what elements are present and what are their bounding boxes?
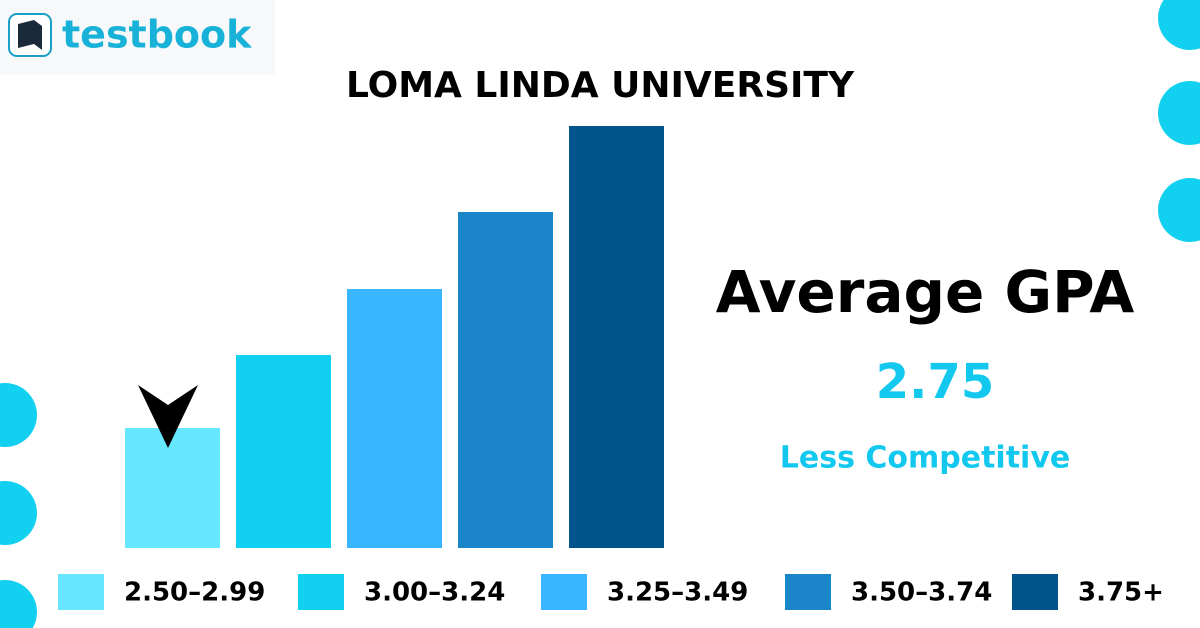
bar — [125, 428, 220, 548]
annotation-value: 2.75 — [876, 354, 994, 410]
decor-circle — [0, 481, 37, 545]
legend-label: 3.25–3.49 — [607, 578, 748, 608]
brand: testbook — [62, 13, 252, 57]
logo-glyph — [18, 20, 42, 50]
decor-circle — [1158, 178, 1200, 242]
chart-title: LOMA LINDA UNIVERSITY — [346, 65, 855, 106]
legend-label: 2.50–2.99 — [124, 578, 265, 608]
bars — [125, 126, 664, 548]
decor-circle — [1158, 81, 1200, 145]
pointer-arrow — [138, 385, 198, 448]
legend-swatch — [541, 574, 587, 610]
decor-circle — [0, 383, 37, 447]
legend-swatch — [58, 574, 104, 610]
bar — [569, 126, 664, 548]
legend-label: 3.00–3.24 — [364, 578, 505, 608]
legend-swatch — [785, 574, 831, 610]
legend-swatch — [298, 574, 344, 610]
legend-swatch — [1012, 574, 1058, 610]
annotation-note: Less Competitive — [780, 441, 1070, 476]
annotation-heading: Average GPA — [716, 258, 1135, 326]
bar — [236, 355, 331, 548]
legend-label: 3.75+ — [1078, 578, 1164, 608]
decor-circle — [1158, 0, 1200, 50]
legend-label: 3.50–3.74 — [851, 578, 992, 608]
bar — [458, 212, 553, 548]
decor-circle — [0, 580, 37, 628]
bar — [347, 289, 442, 548]
